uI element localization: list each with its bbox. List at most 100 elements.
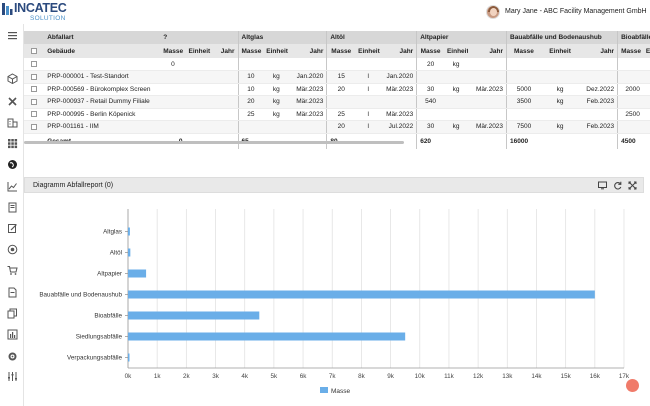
category-label: Verpackungsabfälle	[67, 355, 122, 362]
waste-bar-chart: 0k 1k 2k 3k 4k 5k 6k 7k 8k 9k 10k 11k 12k 13k 14k 15k 16…	[39, 209, 630, 395]
group-header-abfallart: Abfallart	[44, 31, 161, 44]
cell-jahr: Mär.2023	[468, 120, 507, 134]
column-header-masse[interactable]: Masse	[617, 44, 643, 58]
bar[interactable]	[128, 290, 595, 299]
target-icon[interactable]	[5, 243, 19, 255]
bar[interactable]	[128, 332, 406, 341]
cell-masse: 25	[326, 108, 356, 121]
cell-masse: 20	[237, 95, 264, 109]
table-cell	[185, 108, 211, 121]
row-checkbox[interactable]	[31, 86, 38, 93]
row-checkbox[interactable]	[31, 60, 38, 67]
building-icon[interactable]	[5, 116, 19, 128]
monitor-icon[interactable]	[598, 181, 607, 190]
column-header-masse[interactable]: Masse	[416, 44, 444, 58]
cell-masse: 540	[416, 95, 444, 109]
cell-masse	[617, 95, 643, 109]
menu-icon[interactable]	[5, 29, 19, 41]
category-label: Bauabfälle und Bodenaushub	[39, 292, 122, 299]
refresh-icon[interactable]	[613, 181, 622, 190]
cell-jahr	[468, 70, 507, 84]
x-tick-label: 0k	[125, 373, 133, 380]
edit-icon[interactable]	[5, 222, 19, 234]
column-header-einheit[interactable]: Einheit	[443, 44, 469, 58]
x-tick-label: 16k	[590, 373, 601, 380]
column-header-jahr[interactable]: Jahr	[289, 44, 327, 58]
row-checkbox[interactable]	[31, 73, 38, 80]
bar-chart-icon[interactable]	[5, 328, 19, 340]
column-header-gebaeude[interactable]: Gebäude	[44, 44, 161, 58]
x-tick-label: 12k	[473, 373, 484, 380]
cell-masse	[237, 120, 264, 134]
document-icon[interactable]	[5, 201, 19, 213]
table-row[interactable]: PRP-000937 - Retail Dummy Filiale 20 kg Mär…	[24, 95, 650, 109]
file-icon[interactable]	[5, 286, 19, 298]
table-row[interactable]: PRP-000569 - Bürokomplex Screen 10 kg Mär.2…	[24, 83, 650, 96]
column-header-jahr[interactable]: Jahr	[210, 44, 239, 58]
user-name[interactable]: Mary Jane - ABC Facility Management GmbH	[505, 8, 647, 15]
cell-masse: 30	[416, 120, 444, 134]
column-header-einheit[interactable]: Einheit	[355, 44, 382, 58]
tools-icon[interactable]	[5, 95, 19, 107]
select-all-checkbox[interactable]	[31, 47, 38, 54]
help-button[interactable]	[626, 379, 639, 392]
cell-einheit	[443, 70, 469, 84]
table-row[interactable]: PRP-000001 - Test-Standort 10 kg Jan.2020 15…	[24, 70, 650, 84]
bar[interactable]	[128, 248, 131, 257]
cell-masse	[416, 108, 444, 121]
x-tick-label: 13k	[502, 373, 513, 380]
row-checkbox[interactable]	[31, 123, 38, 130]
cell-masse	[237, 58, 264, 71]
app-header: INCATEC SOLUTION Mary Jane - ABC Facilit…	[0, 0, 650, 24]
bar[interactable]	[128, 227, 130, 236]
column-header-einheit[interactable]: Einheit	[185, 44, 211, 58]
table-cell	[24, 70, 45, 84]
avatar[interactable]	[486, 5, 500, 19]
grid-icon[interactable]	[5, 137, 19, 149]
cube-icon[interactable]	[5, 72, 19, 84]
column-header-einheit[interactable]: E	[642, 44, 650, 58]
group-header-altpapier: Altpapier	[416, 31, 507, 44]
cell-masse	[617, 120, 643, 134]
row-checkbox[interactable]	[31, 98, 38, 105]
line-chart-icon[interactable]	[5, 180, 19, 192]
x-tick-label: 4k	[241, 373, 249, 380]
column-header-masse[interactable]: Masse	[160, 44, 186, 58]
globe-icon[interactable]	[5, 158, 19, 170]
cell-jahr	[579, 70, 618, 84]
expand-icon[interactable]	[628, 181, 637, 190]
brand-name[interactable]: INCATEC	[14, 1, 67, 15]
column-header-jahr[interactable]: Jahr	[468, 44, 507, 58]
row-checkbox[interactable]	[31, 111, 38, 118]
bar[interactable]	[128, 269, 147, 278]
sliders-icon[interactable]	[5, 370, 19, 382]
bar[interactable]	[128, 353, 130, 362]
cell-jahr: Feb.2023	[579, 95, 618, 109]
cart-icon[interactable]	[5, 264, 19, 276]
legend-label[interactable]: Masse	[331, 388, 351, 395]
cell-masse	[506, 70, 541, 84]
legend-swatch	[320, 387, 328, 393]
copy-icon[interactable]	[5, 307, 19, 319]
cell-einheit: kg	[540, 95, 580, 109]
column-header-jahr[interactable]: Jahr	[381, 44, 417, 58]
bar[interactable]	[128, 311, 260, 320]
cell-jahr: Mär.2023	[381, 108, 417, 121]
table-row[interactable]: PRP-000995 - Berlin Köpenick 25 kg Mär.2023…	[24, 108, 650, 121]
table-cell	[185, 95, 211, 109]
column-header-masse[interactable]: Masse	[326, 44, 356, 58]
table-row[interactable]: 0 20 kg	[24, 58, 650, 71]
column-header-jahr[interactable]: Jahr	[579, 44, 618, 58]
column-header-masse[interactable]: Masse	[506, 44, 541, 58]
table-row[interactable]: PRP-001161 - IIM 20 l Jul.2022 30 kg Mär.2023 7…	[24, 120, 650, 134]
column-header-einheit[interactable]: Einheit	[540, 44, 580, 58]
column-header-einheit[interactable]: Einheit	[263, 44, 290, 58]
cell-jahr: Mär.2023	[289, 108, 327, 121]
cell-jahr: Jan.2020	[381, 70, 417, 84]
gear-icon[interactable]	[5, 350, 19, 362]
horizontal-scrollbar[interactable]	[24, 141, 404, 144]
cell-jahr	[468, 95, 507, 109]
x-tick-label: 8k	[358, 373, 366, 380]
column-header-masse[interactable]: Masse	[237, 44, 264, 58]
cell-jahr: Feb.2023	[579, 120, 618, 134]
